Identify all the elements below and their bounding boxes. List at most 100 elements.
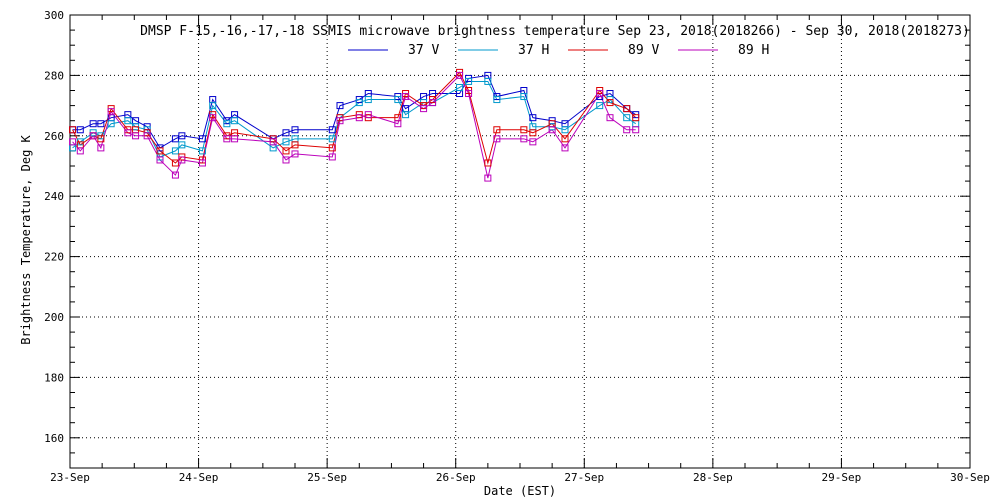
data-point [561, 135, 569, 143]
data-point [97, 135, 105, 143]
data-point [364, 111, 372, 119]
data-point [465, 77, 473, 85]
y-axis-label: Brightness Temperature, Deg K [19, 134, 33, 344]
y-tick-label: 300 [44, 9, 64, 22]
axes [69, 14, 971, 469]
data-point [107, 108, 115, 116]
data-point [328, 135, 336, 143]
x-tick-label: 28-Sep [693, 471, 733, 484]
data-point [623, 126, 631, 134]
data-point [171, 147, 179, 155]
data-point [493, 96, 501, 104]
legend-label: 89 H [738, 43, 769, 58]
data-point [420, 105, 428, 113]
data-point [171, 171, 179, 179]
data-point [269, 138, 277, 146]
tick-labels: 160 180 200 220 240 260 280 300 23-Sep 24-Sep 25-S… [44, 9, 990, 484]
y-tick-label: 240 [44, 190, 64, 203]
data-point [97, 144, 105, 152]
x-tick-label: 23-Sep [50, 471, 90, 484]
data-point [89, 132, 97, 140]
data-point [198, 147, 206, 155]
data-point [328, 153, 336, 161]
data-point [178, 141, 186, 149]
data-point [156, 147, 164, 155]
data-point [132, 132, 140, 140]
data-point [394, 120, 402, 128]
data-point [282, 129, 290, 137]
data-point [198, 135, 206, 143]
series-line-89-v [72, 71, 637, 165]
data-point [529, 129, 537, 137]
legend-label: 37 H [518, 43, 549, 58]
data-point [291, 150, 299, 158]
y-tick-label: 280 [44, 69, 64, 82]
data-point [402, 111, 410, 119]
grid-lines [70, 15, 970, 468]
data-point [178, 156, 186, 164]
data-point [231, 117, 239, 125]
data-point [231, 135, 239, 143]
data-point [178, 132, 186, 140]
series-line-89-h [72, 74, 636, 179]
data-point [69, 138, 77, 146]
data-point [336, 117, 344, 125]
data-point [291, 141, 299, 149]
data-point [355, 99, 363, 107]
x-tick-label: 24-Sep [179, 471, 219, 484]
data-point [97, 120, 105, 128]
data-point [282, 156, 290, 164]
series-markers [69, 68, 640, 182]
x-tick-label: 29-Sep [822, 471, 862, 484]
legend-label: 89 V [628, 43, 659, 58]
data-point [465, 90, 473, 98]
series-line-37-v [72, 74, 636, 149]
y-tick-label: 200 [44, 311, 64, 324]
data-point [561, 144, 569, 152]
data-point [493, 135, 501, 143]
x-tick-label: 26-Sep [436, 471, 476, 484]
y-tick-label: 220 [44, 251, 64, 264]
data-point [548, 126, 556, 134]
y-tick-label: 160 [44, 432, 64, 445]
x-tick-label: 30-Sep [950, 471, 990, 484]
data-point [484, 174, 492, 182]
data-point [336, 102, 344, 110]
data-point [429, 99, 437, 107]
data-point [623, 114, 631, 122]
data-point [124, 129, 132, 137]
data-point [632, 114, 640, 122]
data-point [76, 147, 84, 155]
data-point [402, 93, 410, 101]
data-point [561, 126, 569, 134]
plot-frame [69, 14, 971, 469]
data-point [623, 105, 631, 113]
data-point [209, 102, 217, 110]
data-point [493, 126, 501, 134]
data-point [223, 135, 231, 143]
data-point [328, 144, 336, 152]
data-point [606, 114, 614, 122]
data-point [394, 96, 402, 104]
data-point [596, 102, 604, 110]
data-point [328, 126, 336, 134]
data-point [223, 120, 231, 128]
data-point [89, 120, 97, 128]
data-point [529, 114, 537, 122]
data-point [596, 90, 604, 98]
data-point [606, 99, 614, 107]
x-axis-label: Date (EST) [484, 484, 556, 498]
x-tick-label: 27-Sep [564, 471, 604, 484]
chart-title: DMSP F-15,-16,-17,-18 SSMIS microwave br… [140, 24, 970, 39]
data-point [529, 138, 537, 146]
legend: 37 V 37 H 89 V 89 H [348, 43, 769, 58]
data-point [76, 126, 84, 134]
y-tick-label: 180 [44, 371, 64, 384]
data-point [484, 77, 492, 85]
data-point [355, 114, 363, 122]
data-point [107, 120, 115, 128]
data-point [632, 126, 640, 134]
data-point [364, 96, 372, 104]
data-point [198, 159, 206, 167]
